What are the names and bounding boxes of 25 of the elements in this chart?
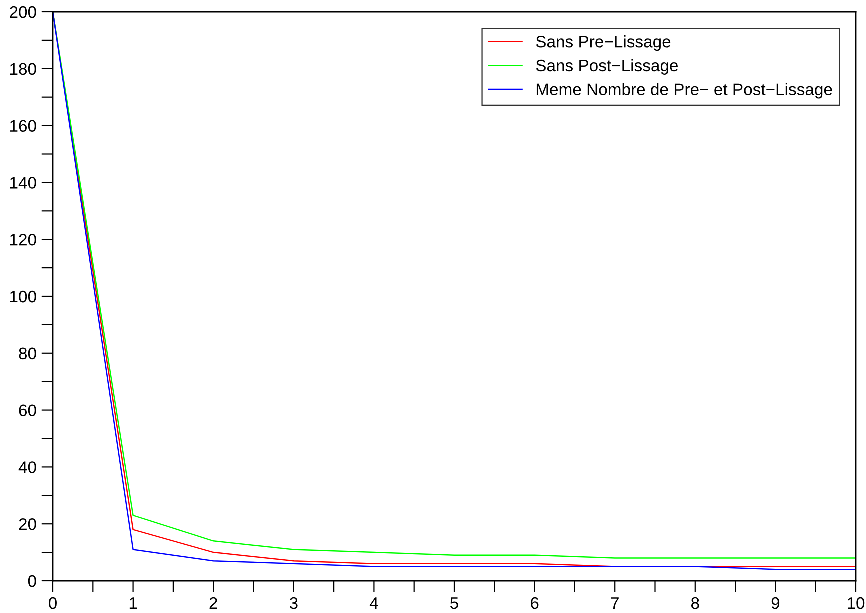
legend-label: Sans Post−Lissage [536, 59, 678, 75]
y-tick-label: 180 [10, 63, 36, 76]
x-tick-label: 2 [210, 597, 218, 610]
x-tick-label: 5 [450, 598, 458, 610]
legend-label: Meme Nombre de Pre− et Post−Lissage [536, 83, 832, 99]
y-tick-label: 40 [18, 462, 36, 474]
y-tick-label: 0 [28, 575, 36, 588]
y-tick-label: 160 [10, 120, 36, 132]
y-tick-label: 140 [10, 177, 36, 189]
x-tick-label: 9 [772, 597, 780, 610]
legend-label: Sans Pre−Lissage [536, 36, 671, 52]
y-tick-label: 20 [19, 518, 36, 530]
y-tick-label: 60 [19, 404, 36, 417]
x-tick-label: 3 [290, 597, 298, 610]
x-tick-label: 8 [691, 597, 700, 610]
y-tick-label: 80 [19, 348, 36, 360]
y-tick-label: 200 [10, 6, 36, 18]
y-tick-label: 120 [10, 234, 36, 246]
x-tick-label: 4 [370, 598, 378, 610]
x-tick-label: 7 [611, 598, 619, 610]
x-tick-label: 10 [848, 597, 865, 610]
x-tick-label: 1 [130, 598, 138, 610]
y-tick-label: 100 [10, 290, 36, 303]
x-tick-label: 0 [49, 597, 57, 610]
x-tick-label: 6 [531, 597, 539, 610]
